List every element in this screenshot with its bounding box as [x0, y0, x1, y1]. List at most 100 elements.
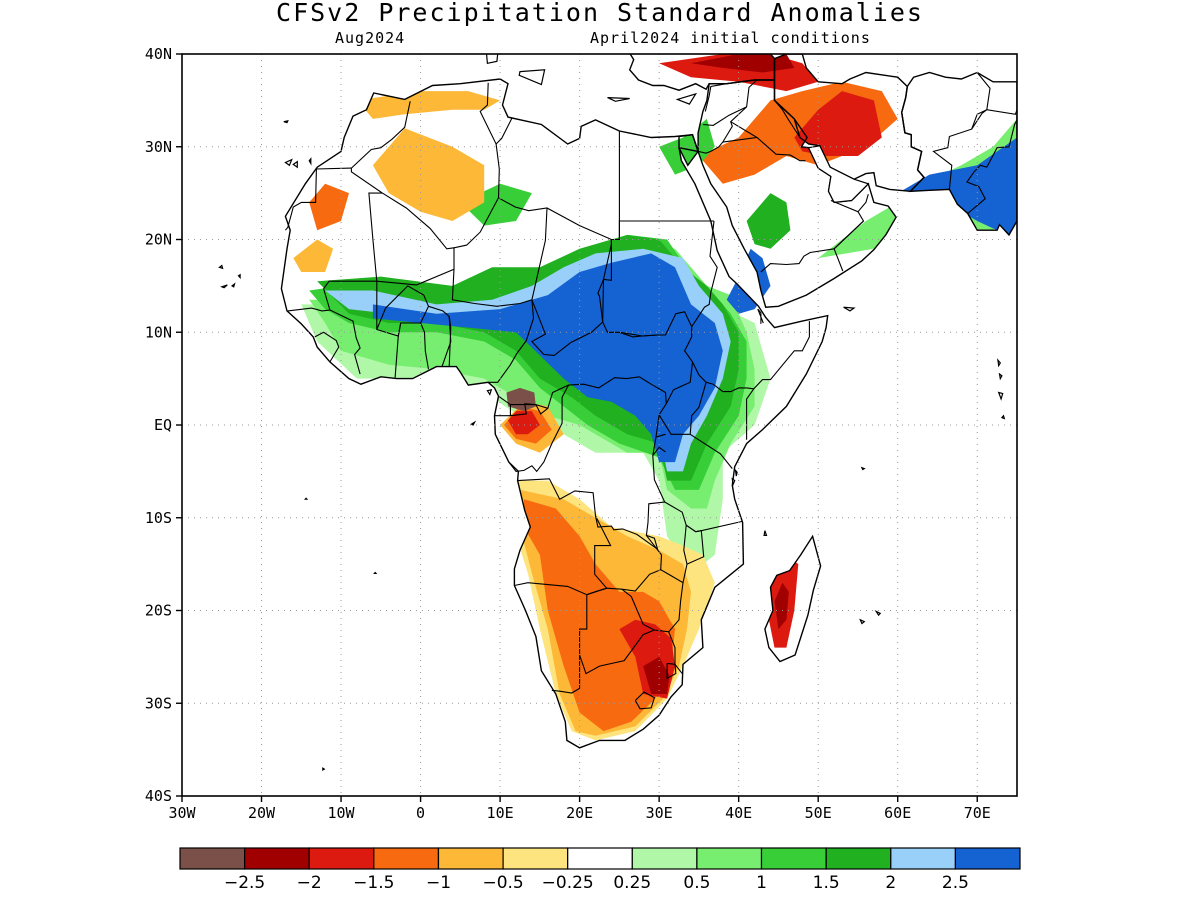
colorbar-swatch: [567, 847, 633, 870]
country-border: [284, 167, 352, 231]
lat-tick-label: 30N: [145, 138, 172, 156]
colorbar-label: 0.5: [683, 873, 710, 893]
lat-tick-label: 40N: [145, 45, 172, 63]
country-border: [287, 288, 331, 312]
island: [843, 306, 856, 312]
initial-conditions-subtitle: April2024 initial conditions: [590, 29, 871, 47]
country-border: [655, 433, 666, 438]
island: [489, 33, 496, 41]
island: [284, 158, 293, 167]
anomaly-region-neg_2: [774, 582, 789, 630]
country-border: [746, 388, 755, 440]
island: [470, 420, 477, 426]
country-border: [658, 382, 707, 435]
country-border: [722, 136, 806, 162]
country-border: [621, 569, 684, 633]
chart-title: CFSv2 Precipitation Standard Anomalies: [276, 0, 924, 27]
anomaly-region-neg_2: [691, 54, 795, 73]
country-border: [351, 101, 411, 169]
lon-tick-label: 10W: [328, 804, 356, 822]
coastline: [280, 78, 829, 749]
country-border: [618, 220, 714, 240]
island: [231, 282, 236, 288]
lon-tick-label: 10E: [487, 804, 514, 822]
country-border: [666, 662, 677, 680]
country-border: [697, 79, 758, 154]
country-border: [652, 446, 666, 456]
colorbar-swatch: [760, 847, 827, 870]
colorbar-label: −2.5: [224, 873, 265, 893]
colorbar-label: −0.5: [482, 873, 523, 893]
island: [859, 618, 866, 625]
country-border: [376, 285, 430, 330]
island: [734, 468, 738, 477]
country-border: [665, 361, 694, 404]
country-border: [702, 106, 747, 126]
island: [874, 609, 882, 617]
country-border: [691, 220, 718, 328]
island: [486, 388, 493, 396]
colorbar-label: 2.5: [942, 873, 969, 893]
country-border: [774, 100, 801, 138]
lon-tick-label: 50E: [805, 804, 832, 822]
country-border: [634, 691, 656, 710]
anomaly-region-neg_0_5: [293, 239, 334, 272]
island: [997, 358, 1002, 368]
lat-tick-label: EQ: [154, 416, 172, 434]
island: [237, 273, 241, 280]
island: [322, 767, 326, 772]
colorbar-swatch: [373, 847, 439, 870]
anomaly-region-neg_0_5: [372, 128, 485, 221]
colorbar-label: −1: [426, 873, 451, 893]
country-border: [451, 207, 548, 307]
colorbar-swatch: [696, 847, 763, 870]
country-border: [488, 299, 535, 383]
country-border: [704, 83, 727, 112]
colorbar-label: −0.25: [542, 873, 594, 893]
colorbar-swatch: [954, 847, 1021, 870]
colorbar-swatch: [437, 847, 504, 870]
country-border: [689, 433, 733, 469]
colorbar-label: 2: [885, 873, 896, 893]
lon-tick-label: 60E: [884, 804, 911, 822]
country-border: [510, 403, 549, 417]
colorbar-label: 1: [756, 873, 767, 893]
island: [218, 264, 224, 270]
anomaly-region-neg_1: [524, 499, 675, 732]
lon-tick-label: 0: [416, 804, 425, 822]
colorbar-label: −1.5: [353, 873, 394, 893]
country-border: [579, 629, 655, 675]
island: [763, 530, 768, 537]
country-border: [448, 316, 452, 367]
anomaly-region-neg_0_5: [357, 91, 501, 119]
coastline: [628, 54, 776, 91]
colorbar-label: 1.5: [813, 873, 840, 893]
persian-gulf: [807, 145, 870, 204]
island: [485, 54, 499, 65]
island: [998, 372, 1003, 381]
island: [607, 97, 630, 102]
lon-tick-label: 20E: [566, 804, 593, 822]
country-border: [508, 384, 569, 473]
coastline: [900, 71, 1017, 237]
colorbar-swatch: [244, 847, 310, 870]
country-border: [730, 121, 758, 138]
lat-tick-label: 30S: [145, 694, 172, 712]
lon-tick-label: 20W: [248, 804, 276, 822]
country-border: [314, 331, 340, 363]
colorbar: −2.5 −2 −1.5 −1 −0.5 −0.25 0.25 0.5 1 1.5 2 2.5: [179, 847, 1021, 893]
colorbar-swatch: [890, 847, 956, 870]
country-border: [757, 308, 764, 324]
graticule: [182, 54, 1017, 796]
coastline: [678, 133, 700, 153]
colorbar-swatch: [631, 847, 698, 870]
colorbar-swatch: [308, 847, 375, 870]
lat-tick-label: 10S: [145, 509, 172, 527]
country-border: [323, 192, 383, 290]
country-border: [394, 322, 402, 378]
island: [220, 284, 228, 289]
island: [997, 391, 1004, 401]
island: [373, 571, 378, 575]
lat-tick-label: 20N: [145, 231, 172, 249]
